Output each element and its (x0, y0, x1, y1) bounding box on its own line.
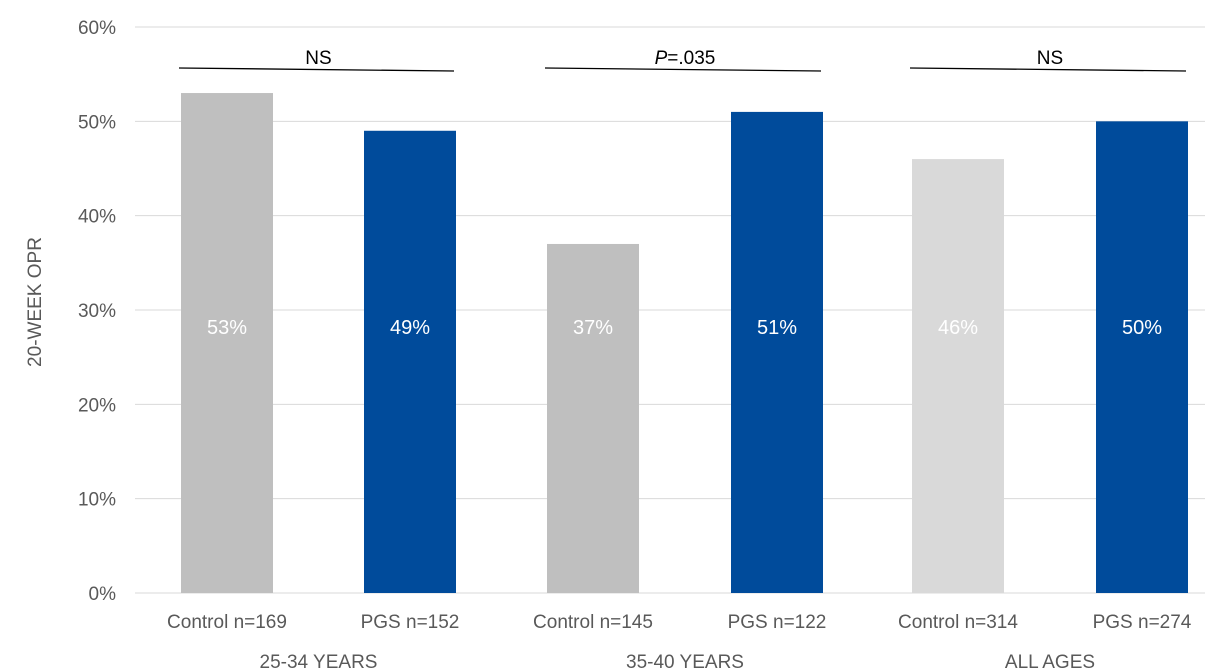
bar (912, 159, 1004, 594)
significance-label: NS (1037, 48, 1063, 69)
y-tick-label: 50% (78, 112, 116, 133)
bars (181, 93, 1188, 594)
gridlines (135, 26, 1205, 594)
category-label: Control n=169 (167, 612, 287, 633)
group-label: 25-34 YEARS (260, 652, 378, 672)
significance-line (178, 67, 455, 72)
y-tick-label: 40% (78, 207, 116, 228)
y-axis-label: 20-WEEK OPR (25, 237, 46, 367)
y-tick-label: 0% (89, 584, 117, 605)
bar-data-label: 50% (1122, 317, 1162, 339)
significance-label: NS (305, 48, 331, 69)
significance-line (544, 67, 822, 72)
category-label: PGS n=122 (728, 612, 827, 633)
data-labels: 53% 49% 37% 51% 46% 50% (207, 317, 1162, 339)
category-labels: Control n=169 PGS n=152 Control n=145 PGS n… (167, 612, 1192, 633)
group-label: 35-40 YEARS (626, 652, 744, 672)
y-tick-label: 30% (78, 301, 116, 322)
bar-data-label: 37% (573, 317, 613, 339)
bar (181, 93, 273, 594)
category-label: Control n=314 (898, 612, 1018, 633)
group-labels: 25-34 YEARS 35-40 YEARS ALL AGES (260, 652, 1096, 672)
bar-data-label: 46% (938, 317, 978, 339)
category-label: PGS n=274 (1093, 612, 1192, 633)
bar-data-label: 51% (757, 317, 797, 339)
bar-data-label: 49% (390, 317, 430, 339)
y-tick-label: 60% (78, 18, 116, 39)
group-label: ALL AGES (1005, 652, 1095, 672)
y-tick-label: 10% (78, 490, 116, 511)
bar-data-label: 53% (207, 317, 247, 339)
significance-label: P=.035 (655, 48, 716, 69)
bar (1096, 121, 1188, 593)
category-label: Control n=145 (533, 612, 653, 633)
significance-annotations: NS P=.035 NS (178, 48, 1187, 72)
y-tick-label: 20% (78, 395, 116, 416)
significance-line (909, 67, 1187, 72)
bar (364, 130, 456, 593)
y-axis-ticks: 0% 10% 20% 30% 40% 50% 60% (78, 18, 116, 605)
category-label: PGS n=152 (361, 612, 460, 633)
bar (547, 243, 639, 593)
bar (731, 111, 823, 594)
